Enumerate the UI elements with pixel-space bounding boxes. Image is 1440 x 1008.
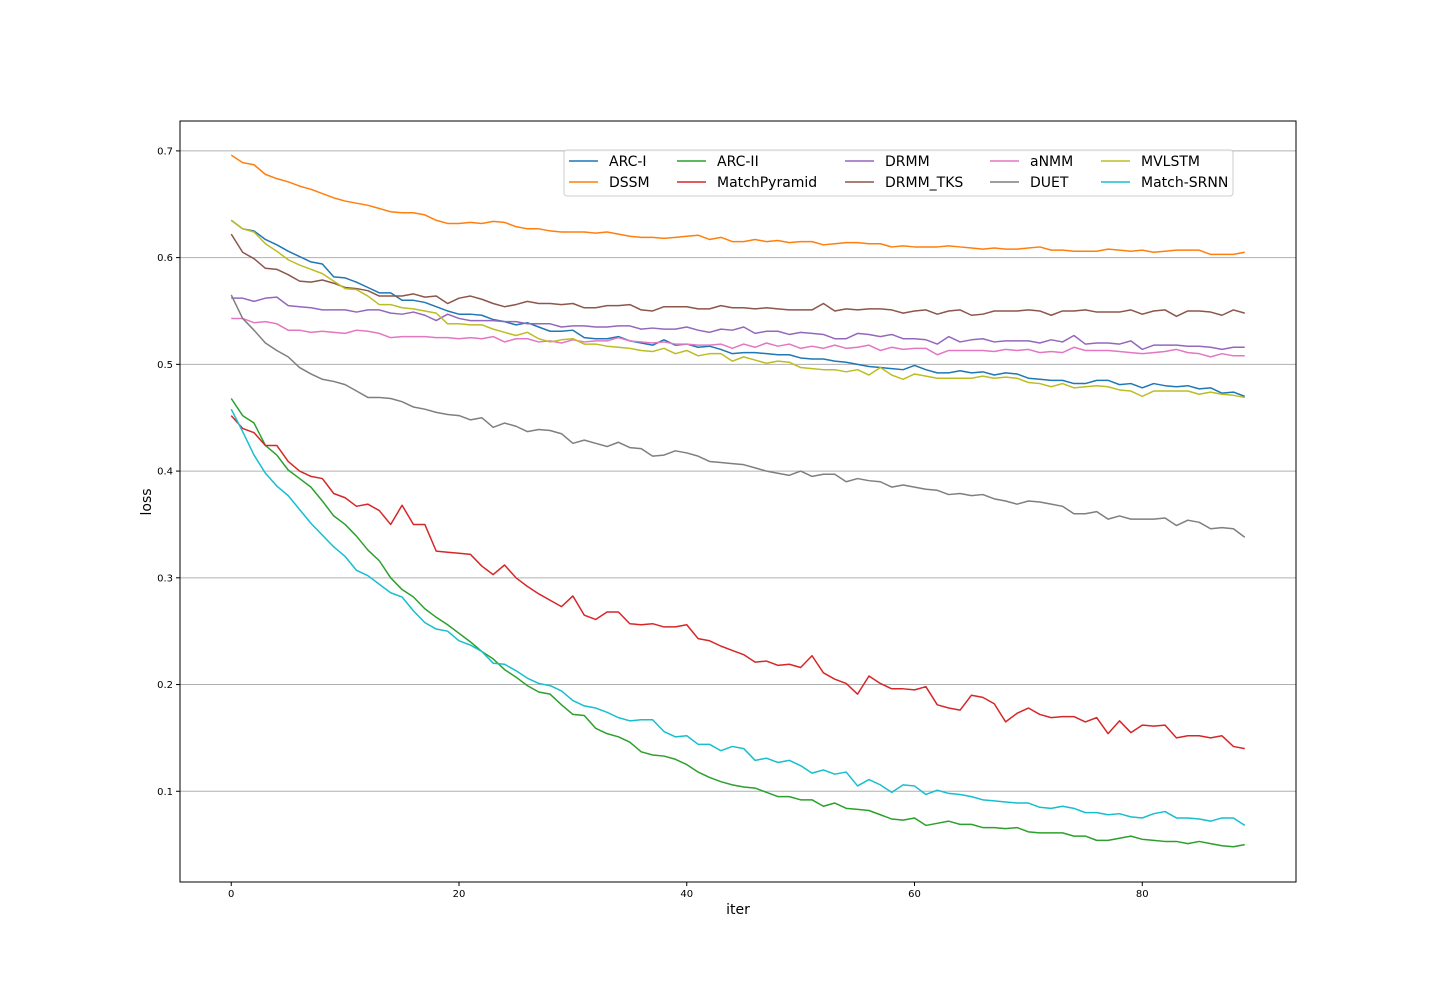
legend-label: ARC-II — [717, 154, 759, 170]
y-tick-label: 0.2 — [157, 680, 173, 691]
series-line-drmm-tks — [230, 233, 1245, 318]
y-tick-label: 0.7 — [157, 146, 173, 157]
legend-label: DRMM — [885, 154, 930, 170]
y-tick-label: 0.6 — [157, 253, 173, 264]
series-lines — [230, 154, 1246, 848]
series-line-duet — [230, 294, 1246, 538]
series-line-match-srnn — [230, 408, 1246, 827]
legend-label: ARC-I — [609, 154, 647, 170]
y-tick-label: 0.3 — [157, 573, 173, 584]
x-axis-label: iter — [726, 902, 750, 918]
series-line-matchpyramid — [230, 415, 1245, 750]
x-tick-label: 0 — [228, 889, 234, 900]
series-line-anmm — [231, 317, 1245, 358]
legend: ARC-I DSSM ARC-II MatchPyramid DRMM DRMM_TKS a… — [563, 149, 1234, 197]
legend-frame — [563, 149, 1234, 197]
x-tick-label: 20 — [453, 889, 466, 900]
plot-area-frame — [179, 120, 1297, 883]
y-axis-ticks: 0.1 0.2 0.3 0.4 0.5 0.6 0.7 — [157, 146, 180, 798]
series-line-arc-ii — [230, 398, 1245, 848]
legend-label: DSSM — [609, 175, 650, 191]
legend-label: Match-SRNN — [1141, 175, 1228, 191]
legend-label: MVLSTM — [1141, 154, 1200, 170]
series-line-arc-i — [230, 219, 1246, 398]
y-tick-label: 0.4 — [157, 467, 173, 478]
legend-label: DRMM_TKS — [885, 175, 963, 191]
x-axis-ticks: 0 20 40 60 80 — [228, 882, 1149, 900]
series-line-dssm — [230, 154, 1245, 256]
x-tick-label: 40 — [680, 889, 693, 900]
y-tick-label: 0.1 — [157, 787, 173, 798]
y-gridlines — [180, 150, 1296, 792]
series-line-drmm — [231, 296, 1245, 351]
y-axis-label: loss — [139, 488, 155, 515]
y-tick-label: 0.5 — [157, 360, 173, 371]
x-tick-label: 80 — [1136, 889, 1149, 900]
x-tick-label: 60 — [908, 889, 921, 900]
legend-label: MatchPyramid — [717, 175, 817, 191]
legend-label: aNMM — [1030, 154, 1073, 170]
legend-label: DUET — [1030, 175, 1069, 191]
series-line-mvlstm — [230, 219, 1245, 399]
